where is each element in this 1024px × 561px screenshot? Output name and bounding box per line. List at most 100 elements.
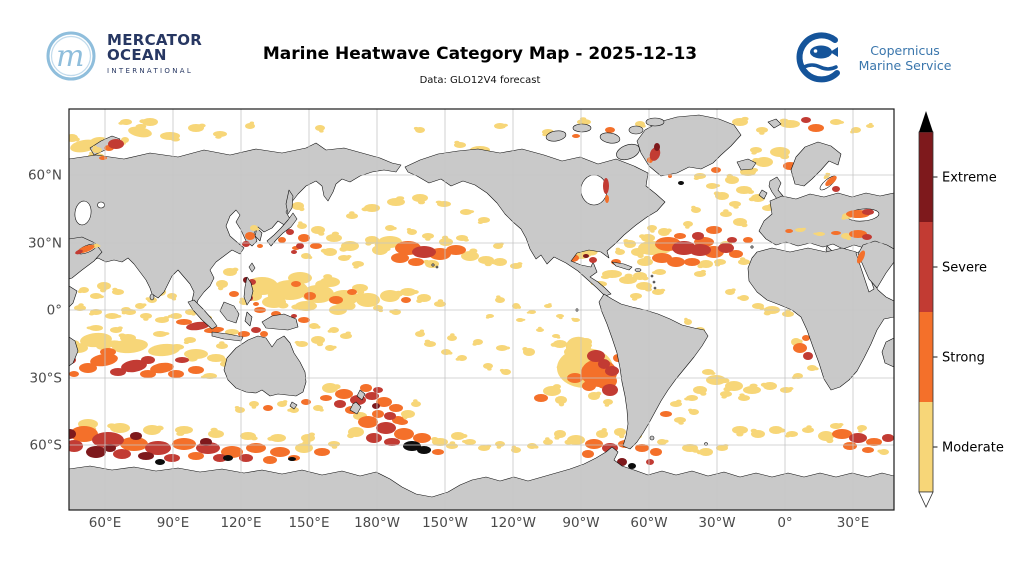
- ice-patch: [417, 446, 431, 454]
- heatwave-patch: [602, 384, 618, 396]
- heatwave-patch: [311, 336, 325, 344]
- heatwave-patch: [90, 353, 118, 367]
- heatwave-patch: [556, 365, 563, 370]
- land-hawaii-1: [431, 263, 435, 267]
- lat-tick-label: 0°: [47, 303, 62, 319]
- heatwave-patch: [191, 312, 196, 316]
- heatwave-patch: [739, 257, 746, 261]
- heatwave-patch: [729, 201, 741, 207]
- heatwave-patch: [487, 367, 492, 371]
- heatwave-patch: [349, 211, 355, 215]
- heatwave-patch: [623, 239, 629, 244]
- heatwave-patch: [559, 364, 573, 372]
- land-layer: [69, 114, 894, 510]
- ice-patch: [288, 457, 296, 461]
- heatwave-patch: [69, 440, 83, 452]
- lon-tick-label: 30°W: [698, 515, 735, 531]
- land-antarctica: [69, 446, 894, 510]
- heatwave-patch: [714, 263, 721, 267]
- heatwave-patch: [813, 232, 818, 235]
- land-baffin: [616, 143, 640, 161]
- heatwave-patch: [295, 301, 317, 311]
- map-frame: [68, 108, 895, 511]
- heatwave-patch: [291, 281, 301, 287]
- ice-patch: [223, 455, 233, 461]
- heatwave-patch: [750, 428, 757, 433]
- heatwave-patch: [392, 226, 397, 230]
- heatwave-patch: [213, 131, 227, 137]
- heatwave-patch: [614, 428, 626, 436]
- heatwave-patch: [838, 423, 844, 427]
- heatwave-patch: [358, 416, 378, 428]
- heatwave-patch: [186, 356, 198, 362]
- heatwave-patch: [376, 422, 396, 434]
- heatwave-patch: [862, 234, 872, 240]
- heatwave-patch: [318, 231, 325, 236]
- land-sri-lanka: [149, 293, 155, 301]
- heatwave-patch: [229, 291, 239, 297]
- heatwave-patch: [391, 309, 401, 315]
- heatwave-patch: [832, 429, 852, 439]
- heatwave-patch: [743, 386, 761, 394]
- ice-patch: [403, 441, 421, 451]
- axis-labels: 60°E 90°E 120°E 150°E 180°W 150°W 120°W 90°W 60°…: [28, 168, 869, 532]
- heatwave-patch: [155, 425, 164, 431]
- heatwave-patch: [378, 309, 384, 313]
- heatwave-patch: [128, 126, 152, 138]
- heatwave-patch: [78, 303, 84, 307]
- heatwave-patch: [145, 441, 171, 455]
- heatwave-patch: [422, 233, 434, 239]
- land-sumatra: [187, 299, 218, 330]
- heatwave-patch: [534, 394, 548, 402]
- heatwave-patch: [485, 316, 490, 319]
- heatwave-patch: [641, 124, 646, 128]
- heatwave-patch: [216, 280, 228, 288]
- heatwave-patch: [263, 405, 273, 411]
- heatwave-patch: [163, 332, 170, 336]
- lon-tick-label: 30°E: [837, 515, 869, 531]
- heatwave-patch: [849, 433, 867, 443]
- heatwave-patch: [550, 342, 557, 347]
- heatwave-patch: [738, 395, 750, 401]
- heatwave-patch: [314, 448, 330, 456]
- lat-tick-label: 30°S: [30, 371, 63, 387]
- heatwave-patch: [485, 444, 492, 448]
- heatwave-patch: [449, 441, 456, 445]
- heatwave-patch: [596, 430, 608, 438]
- heatwave-patch: [743, 237, 753, 243]
- heatwave-patch: [574, 352, 582, 358]
- heatwave-patch: [723, 386, 732, 392]
- legend-label-extreme: Extreme: [942, 171, 997, 186]
- heatwave-patch: [598, 359, 610, 369]
- heatwave-patch: [121, 137, 129, 143]
- heatwave-patch: [406, 228, 412, 232]
- heatwave-patch: [556, 336, 561, 339]
- heatwave-patch: [346, 255, 352, 259]
- heatwave-patch: [139, 119, 147, 124]
- heatwave-patch: [478, 256, 494, 264]
- heatwave-patch: [366, 433, 382, 443]
- heatwave-patch: [328, 441, 340, 447]
- heatwave-patch: [115, 314, 122, 318]
- heatwave-patch: [650, 229, 655, 233]
- heatwave-patch: [739, 393, 745, 397]
- mercator-monogram-icon: m: [46, 31, 96, 81]
- heatwave-patch: [545, 437, 550, 441]
- heatwave-patch: [175, 357, 189, 363]
- heatwave-patch: [760, 382, 768, 387]
- heatwave-patch: [296, 243, 304, 249]
- heatwave-patch: [373, 387, 383, 393]
- heatwave-patch: [120, 437, 148, 451]
- heatwave-patch: [320, 277, 340, 287]
- heatwave-patch: [846, 237, 851, 241]
- heatwave-patch: [699, 448, 713, 456]
- heatwave-patch: [785, 229, 793, 233]
- copernicus-fish-icon: [796, 32, 840, 83]
- heatwave-patch: [493, 258, 507, 266]
- land-nz-south: [349, 401, 362, 415]
- heatwave-patch: [384, 438, 400, 446]
- heatwave-patch: [347, 289, 357, 295]
- heatwave-patch: [383, 246, 391, 252]
- land-falklands: [649, 435, 655, 441]
